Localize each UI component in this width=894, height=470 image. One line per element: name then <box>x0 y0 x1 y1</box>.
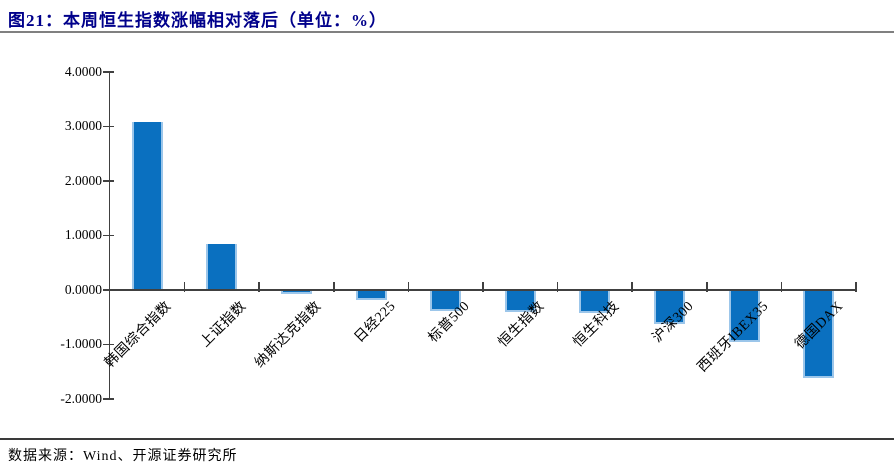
title-divider <box>0 31 894 33</box>
bar <box>206 244 238 290</box>
x-tick <box>706 282 708 292</box>
y-tick <box>103 343 114 346</box>
x-tick <box>556 282 559 292</box>
x-tick <box>258 282 260 292</box>
data-source-note: 数据来源：Wind、开源证券研究所 <box>8 449 238 464</box>
y-tick-label: 1.0000 <box>64 227 102 242</box>
x-category-label: 日经225 <box>351 298 399 346</box>
bar <box>131 122 163 290</box>
x-category-label: 上证指数 <box>197 298 250 351</box>
y-tick <box>103 71 114 73</box>
x-tick <box>631 282 633 292</box>
y-tick-label: -2.0000 <box>60 390 102 406</box>
figure-title: 图21：本周恒生指数涨幅相对落后（单位：%） <box>8 11 387 30</box>
bar <box>355 291 387 300</box>
y-tick-label: 0.0000 <box>64 281 102 297</box>
bar <box>430 291 462 312</box>
bar <box>281 291 312 295</box>
x-category-label: 纳斯达克指数 <box>251 298 324 371</box>
x-tick <box>407 282 410 292</box>
bar <box>579 291 611 313</box>
x-tick <box>333 282 335 292</box>
y-tick <box>103 289 114 291</box>
footer-divider <box>0 438 894 440</box>
y-tick <box>103 398 114 400</box>
y-tick-label: 2.0000 <box>64 172 102 188</box>
bar-chart: 4.0000 3.0000 2.0000 1.0000 0.0000 -1.0000 -2.… <box>60 63 857 406</box>
y-tick-label: 4.0000 <box>64 63 102 79</box>
bar <box>654 291 685 325</box>
x-tick <box>855 282 857 292</box>
x-category-label: 韩国综合指数 <box>102 298 175 371</box>
y-tick <box>103 180 114 182</box>
x-tick <box>482 282 484 292</box>
y-tick-label: -1.0000 <box>60 336 102 351</box>
x-tick <box>183 282 186 292</box>
y-tick <box>103 125 114 128</box>
bar <box>728 291 760 343</box>
y-tick <box>103 234 114 237</box>
x-tick <box>780 282 783 292</box>
bar <box>803 291 835 379</box>
bar <box>504 291 536 312</box>
y-tick-label: 3.0000 <box>64 118 102 133</box>
